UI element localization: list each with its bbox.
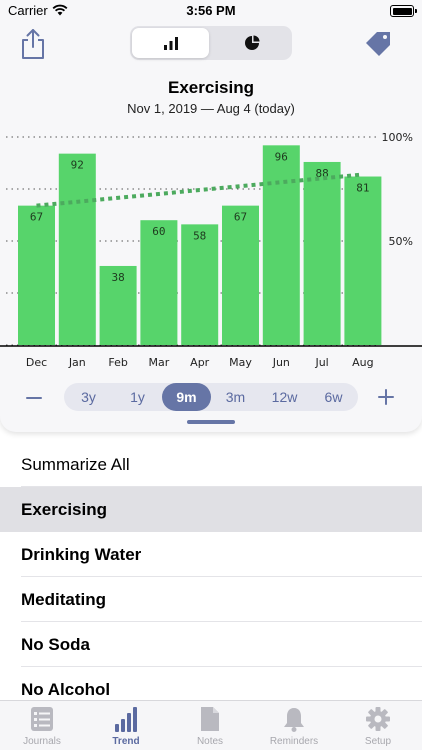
bar-mar (140, 220, 178, 345)
tab-label: Reminders (269, 736, 319, 747)
tab-journals[interactable]: Journals (0, 701, 84, 750)
trend-line (36, 172, 364, 208)
chart-type-segmented-control (130, 26, 292, 60)
chart-card: Carrier 3:56 PM (0, 0, 422, 424)
pie-chart-segment[interactable] (213, 28, 290, 58)
summarize-all-item[interactable]: Summarize All (0, 442, 422, 487)
notes-icon (201, 707, 219, 731)
chart-date-range: Nov 1, 2019 — Aug 4 (today) (127, 101, 295, 116)
bar-chart-segment[interactable] (132, 28, 209, 58)
bar-value-label: 96 (275, 150, 288, 163)
list-item-label: Drinking Water (21, 544, 142, 564)
bar-value-label: 92 (71, 159, 84, 172)
habit-list: Summarize All Exercising Drinking Water … (0, 442, 422, 712)
bar-jun (262, 145, 300, 345)
list-item-label: No Soda (21, 634, 90, 654)
bar-chart-icon (163, 37, 178, 50)
bar-value-label: 67 (30, 211, 43, 224)
tab-bar: Journals Trend Notes Reminders (0, 700, 422, 750)
x-tick-label: Mar (149, 356, 170, 369)
tag-button[interactable] (364, 30, 394, 56)
tab-label: Trend (112, 736, 140, 747)
range-selector: 3y 1y 9m 3m 12w 6w (0, 380, 422, 414)
range-option-1y[interactable]: 1y (130, 389, 145, 405)
bar-jan (58, 153, 96, 345)
gear-icon (366, 707, 390, 731)
battery-icon (390, 5, 417, 17)
zoom-out-button[interactable] (24, 388, 44, 408)
x-tick-label: May (229, 356, 252, 369)
x-tick-label: Jun (272, 356, 290, 369)
bar-dec (18, 205, 55, 345)
list-item-exercising[interactable]: Exercising (0, 487, 422, 532)
bar-aug (344, 176, 382, 345)
bar-apr (181, 224, 219, 345)
tab-setup[interactable]: Setup (336, 701, 420, 750)
list-item-meditating[interactable]: Meditating (0, 577, 422, 622)
x-tick-label: Aug (352, 356, 373, 369)
x-tick-label: Feb (108, 356, 127, 369)
range-option-9m[interactable]: 9m (162, 383, 211, 411)
range-options: 3y 1y 9m 3m 12w 6w (64, 383, 358, 411)
journals-icon (31, 707, 53, 731)
tab-label: Notes (196, 736, 224, 747)
bar-value-label: 81 (356, 182, 369, 195)
bell-icon (284, 708, 304, 732)
range-option-3y[interactable]: 3y (81, 389, 96, 405)
x-tick-label: Dec (26, 356, 47, 369)
bar-value-label: 58 (193, 229, 206, 242)
bar-value-label: 60 (152, 225, 165, 238)
status-bar: Carrier 3:56 PM (0, 0, 422, 22)
share-button[interactable] (18, 28, 48, 60)
list-item-label: Exercising (21, 499, 107, 519)
y-tick-label: 50% (389, 235, 413, 248)
tab-label: Journals (23, 736, 61, 747)
chart-title: Exercising (168, 78, 254, 97)
x-tick-label: Jul (314, 356, 328, 369)
trend-icon (115, 707, 137, 732)
list-item-label: Meditating (21, 589, 106, 609)
bar-may (222, 205, 259, 345)
x-tick-label: Jan (68, 356, 86, 369)
y-tick-label: 100% (382, 131, 413, 144)
zoom-in-button[interactable] (376, 387, 396, 407)
range-option-3m[interactable]: 3m (225, 389, 246, 405)
bar-jul (303, 161, 341, 345)
carrier-label: Carrier (8, 3, 48, 18)
tab-notes[interactable]: Notes (168, 701, 252, 750)
list-item-no-alcohol[interactable]: No Alcohol (0, 667, 422, 712)
x-tick-label: Apr (190, 356, 210, 369)
pie-chart-icon (244, 35, 259, 50)
bar-value-label: 38 (111, 271, 124, 284)
tab-trend[interactable]: Trend (84, 701, 168, 750)
tag-icon (366, 32, 390, 56)
range-option-12w[interactable]: 12w (271, 389, 298, 405)
list-item-label: Summarize All (21, 454, 130, 474)
bar-chart: 67Dec92Jan38Feb60Mar58Apr67May96Jun88Jul… (0, 131, 422, 369)
tab-label: Setup (364, 736, 392, 747)
list-item-no-soda[interactable]: No Soda (0, 622, 422, 667)
drag-handle[interactable] (187, 420, 235, 424)
range-option-6w[interactable]: 6w (324, 389, 343, 405)
wifi-icon (52, 4, 68, 16)
status-time: 3:56 PM (186, 3, 236, 18)
bar-feb (99, 265, 137, 345)
list-item-label: No Alcohol (21, 679, 111, 699)
bar-value-label: 67 (234, 211, 247, 224)
tab-reminders[interactable]: Reminders (252, 701, 336, 750)
list-item-drinking-water[interactable]: Drinking Water (0, 532, 422, 577)
share-icon (22, 29, 44, 59)
